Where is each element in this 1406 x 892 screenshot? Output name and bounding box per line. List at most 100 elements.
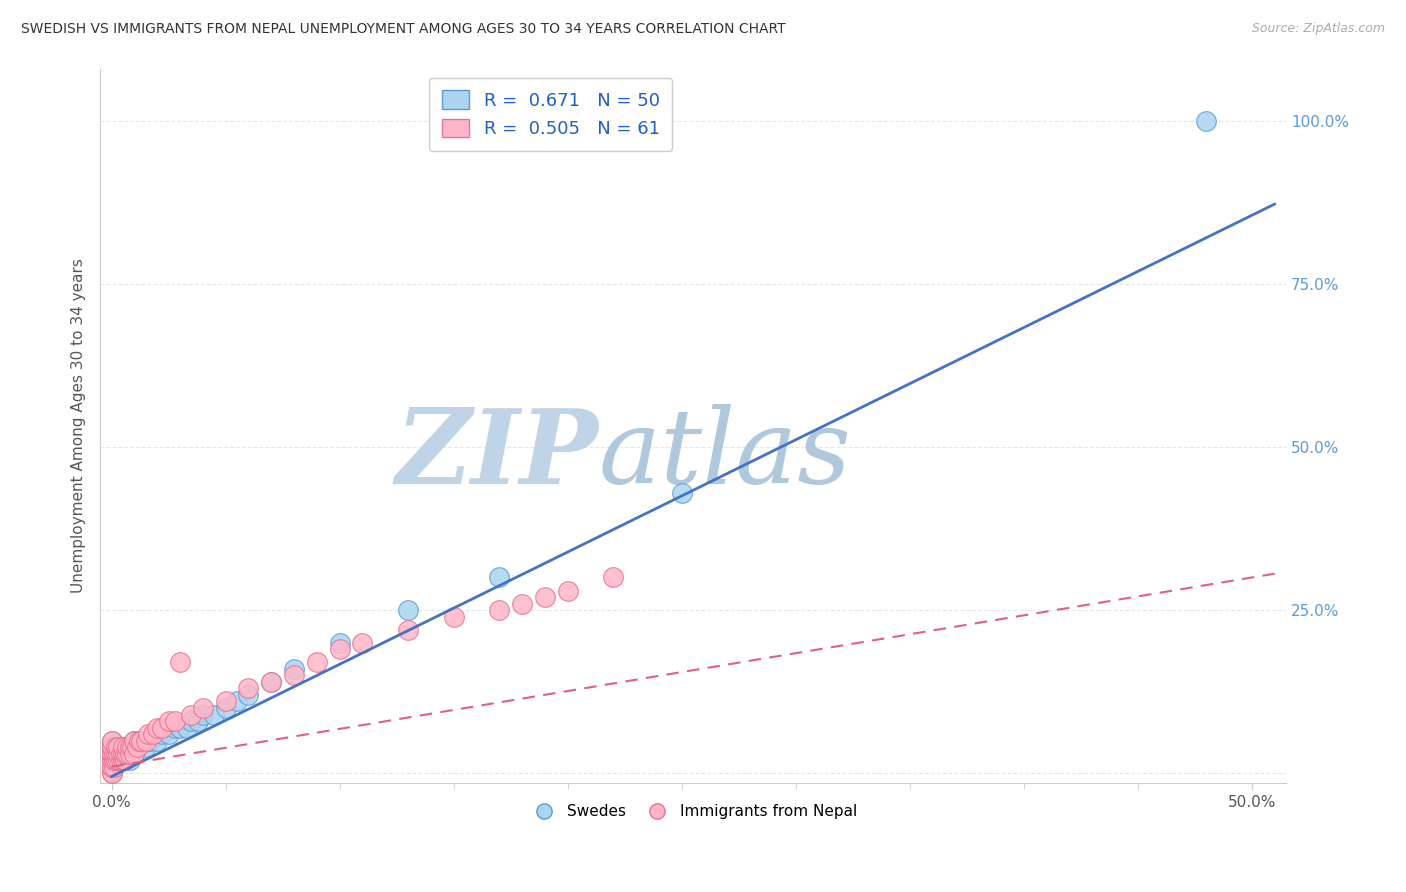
Point <box>111 740 134 755</box>
Point <box>105 747 128 761</box>
Point <box>107 747 129 761</box>
Point <box>117 740 139 755</box>
Point <box>329 636 352 650</box>
Point <box>135 733 157 747</box>
Point <box>180 707 202 722</box>
Point <box>103 760 125 774</box>
Point <box>510 597 533 611</box>
Point <box>488 603 510 617</box>
Point <box>176 721 198 735</box>
Point <box>107 747 129 761</box>
Point <box>125 740 148 755</box>
Point <box>238 688 260 702</box>
Point <box>129 733 152 747</box>
Point <box>100 747 122 761</box>
Point <box>105 747 128 761</box>
Point <box>128 733 150 747</box>
Point <box>1195 113 1218 128</box>
Point <box>103 747 125 761</box>
Point <box>110 753 132 767</box>
Point <box>110 753 132 767</box>
Point <box>103 747 125 761</box>
Point <box>142 727 165 741</box>
Point <box>169 721 191 735</box>
Point <box>488 570 510 584</box>
Point <box>135 740 157 755</box>
Point <box>305 656 328 670</box>
Text: atlas: atlas <box>598 403 851 505</box>
Point <box>111 747 134 761</box>
Point <box>100 747 122 761</box>
Point <box>100 766 122 780</box>
Point <box>146 721 169 735</box>
Point <box>124 733 146 747</box>
Text: SWEDISH VS IMMIGRANTS FROM NEPAL UNEMPLOYMENT AMONG AGES 30 TO 34 YEARS CORRELAT: SWEDISH VS IMMIGRANTS FROM NEPAL UNEMPLO… <box>21 22 786 37</box>
Point <box>187 714 209 728</box>
Point <box>226 694 249 708</box>
Point <box>117 747 139 761</box>
Point <box>191 701 214 715</box>
Point <box>110 740 132 755</box>
Point <box>100 760 122 774</box>
Point <box>114 740 136 755</box>
Point <box>114 747 136 761</box>
Point <box>169 656 191 670</box>
Text: Source: ZipAtlas.com: Source: ZipAtlas.com <box>1251 22 1385 36</box>
Point <box>283 662 305 676</box>
Point <box>533 590 555 604</box>
Point <box>602 570 624 584</box>
Point <box>124 747 146 761</box>
Point <box>329 642 352 657</box>
Point <box>118 753 141 767</box>
Point <box>157 714 180 728</box>
Point <box>100 753 122 767</box>
Point <box>105 740 128 755</box>
Point <box>557 583 579 598</box>
Text: ZIP: ZIP <box>395 403 598 505</box>
Point <box>100 740 122 755</box>
Point <box>671 485 693 500</box>
Point <box>139 733 162 747</box>
Point <box>136 727 159 741</box>
Point <box>396 603 419 617</box>
Point <box>117 747 139 761</box>
Point <box>100 753 122 767</box>
Point <box>214 701 236 715</box>
Point <box>100 733 122 747</box>
Point <box>111 740 134 755</box>
Point <box>110 747 132 761</box>
Point <box>124 733 146 747</box>
Point <box>100 740 122 755</box>
Point <box>157 727 180 741</box>
Point <box>124 747 146 761</box>
Point <box>150 727 173 741</box>
Point <box>283 668 305 682</box>
Point <box>180 714 202 728</box>
Point <box>165 714 187 728</box>
Point <box>396 623 419 637</box>
Legend: Swedes, Immigrants from Nepal: Swedes, Immigrants from Nepal <box>523 798 863 825</box>
Point <box>118 740 141 755</box>
Point <box>107 753 129 767</box>
Point <box>103 753 125 767</box>
Point <box>111 753 134 767</box>
Point <box>105 740 128 755</box>
Point <box>100 760 122 774</box>
Point <box>111 747 134 761</box>
Point <box>202 707 225 722</box>
Point <box>238 681 260 696</box>
Point <box>107 740 129 755</box>
Point <box>146 733 169 747</box>
Point <box>121 740 143 755</box>
Point <box>114 747 136 761</box>
Point <box>260 674 283 689</box>
Point <box>150 721 173 735</box>
Y-axis label: Unemployment Among Ages 30 to 34 years: Unemployment Among Ages 30 to 34 years <box>72 259 86 593</box>
Point <box>129 733 152 747</box>
Point <box>100 740 122 755</box>
Point <box>121 747 143 761</box>
Point <box>214 694 236 708</box>
Point <box>118 740 141 755</box>
Point <box>165 721 187 735</box>
Point <box>128 740 150 755</box>
